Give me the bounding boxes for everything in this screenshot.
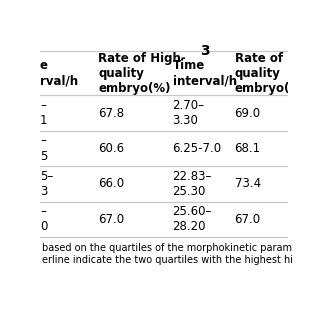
Text: 25.60–
28.20: 25.60– 28.20 [172, 205, 212, 233]
Text: 67.0: 67.0 [235, 213, 261, 226]
Text: Rate of Hi
quality
embryo(%): Rate of Hi quality embryo(%) [235, 52, 307, 94]
Text: 6.25-7.0: 6.25-7.0 [172, 142, 222, 155]
Text: e
rval/h: e rval/h [40, 59, 78, 87]
Text: 73.4: 73.4 [235, 177, 261, 190]
Text: –
5: – 5 [40, 134, 47, 163]
Text: –
0: – 0 [40, 205, 47, 233]
Text: 5–
3: 5– 3 [40, 170, 53, 198]
Text: 60.6: 60.6 [98, 142, 124, 155]
Text: Rate of High-
quality
embryo(%): Rate of High- quality embryo(%) [98, 52, 186, 94]
Text: 3: 3 [200, 44, 210, 58]
Text: erline indicate the two quartiles with the highest hi: erline indicate the two quartiles with t… [42, 255, 293, 265]
Text: 69.0: 69.0 [235, 107, 261, 120]
Text: –
1: – 1 [40, 99, 47, 127]
Text: 22.83–
25.30: 22.83– 25.30 [172, 170, 212, 198]
Text: 2.70–
3.30: 2.70– 3.30 [172, 99, 204, 127]
Text: 66.0: 66.0 [98, 177, 124, 190]
Text: 67.8: 67.8 [98, 107, 124, 120]
Text: 67.0: 67.0 [98, 213, 124, 226]
Text: 68.1: 68.1 [235, 142, 261, 155]
Text: based on the quartiles of the morphokinetic param: based on the quartiles of the morphokine… [42, 243, 292, 253]
Text: Time
interval/h: Time interval/h [172, 59, 237, 87]
